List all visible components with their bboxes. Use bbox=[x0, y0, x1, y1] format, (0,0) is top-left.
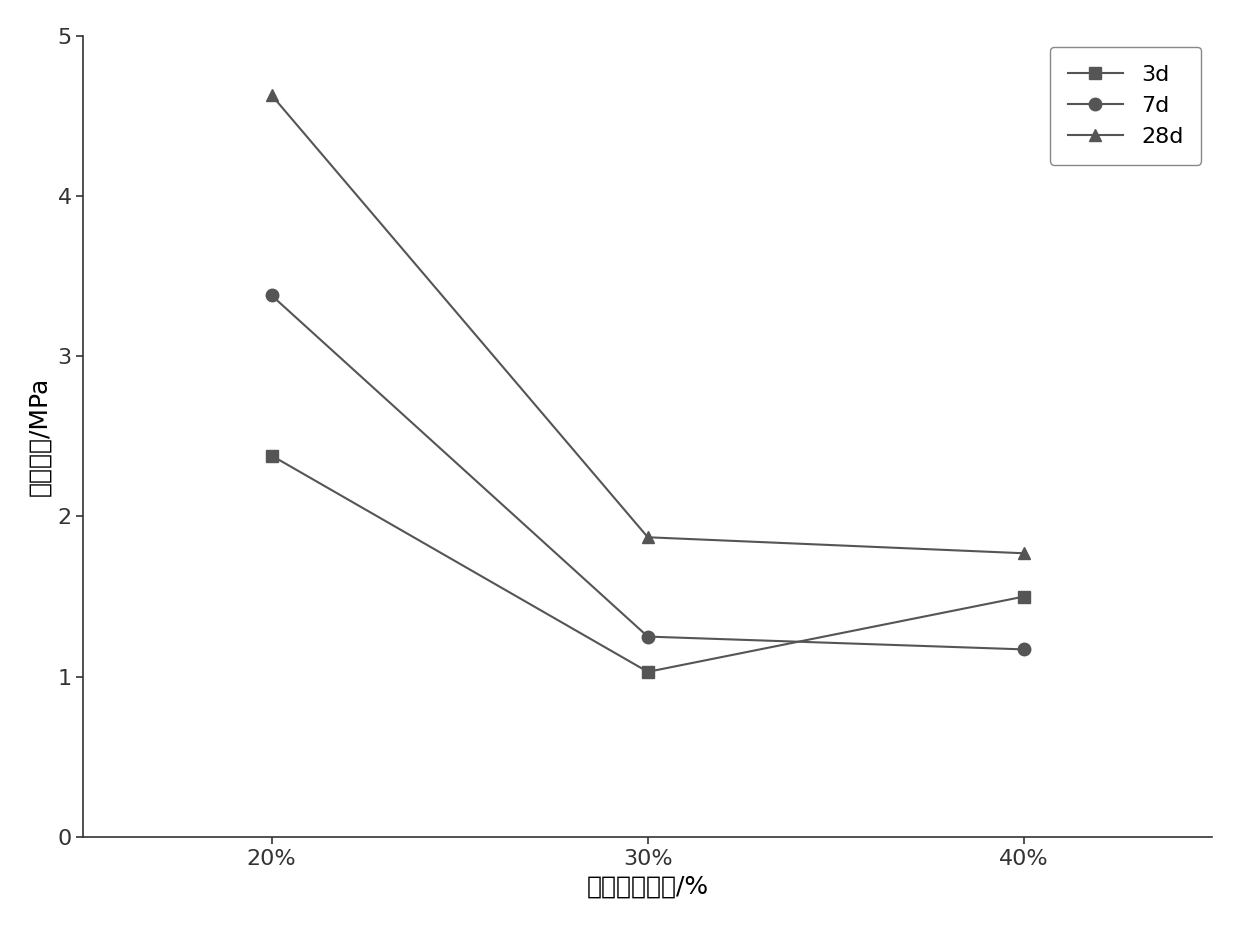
28d bbox=[640, 532, 655, 543]
7d bbox=[264, 290, 279, 301]
Line: 28d: 28d bbox=[265, 89, 1030, 559]
7d bbox=[1017, 644, 1032, 655]
X-axis label: 铁尾矿砂掺量/%: 铁尾矿砂掺量/% bbox=[587, 874, 709, 898]
28d bbox=[1017, 547, 1032, 558]
Line: 3d: 3d bbox=[265, 449, 1030, 678]
Legend: 3d, 7d, 28d: 3d, 7d, 28d bbox=[1050, 47, 1202, 165]
Y-axis label: 抗折强度/MPa: 抗折强度/MPa bbox=[27, 377, 52, 496]
7d bbox=[640, 631, 655, 642]
3d bbox=[1017, 591, 1032, 602]
3d bbox=[264, 450, 279, 461]
3d bbox=[640, 667, 655, 678]
Line: 7d: 7d bbox=[265, 289, 1030, 656]
28d bbox=[264, 90, 279, 101]
